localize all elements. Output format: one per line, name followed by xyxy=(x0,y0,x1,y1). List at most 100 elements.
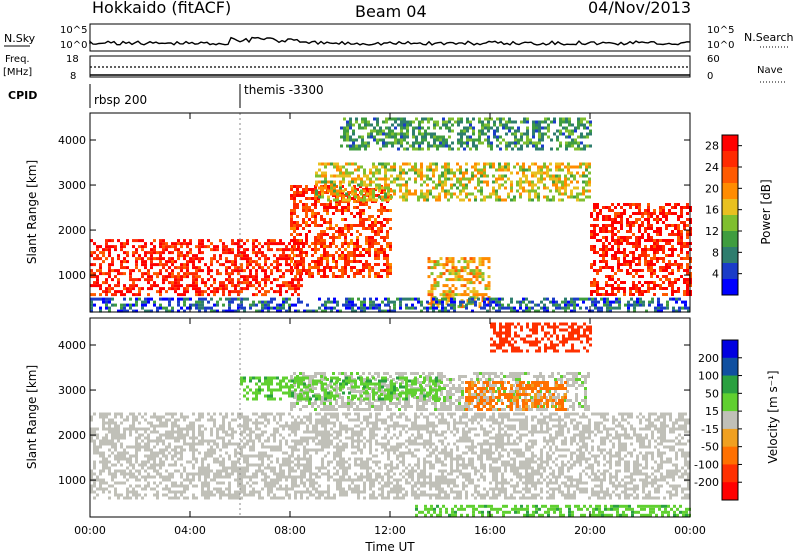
data-cell xyxy=(353,224,356,227)
data-cell xyxy=(400,129,403,133)
data-cell xyxy=(207,266,210,270)
data-cell xyxy=(635,269,638,272)
data-cell xyxy=(614,212,617,215)
data-cell xyxy=(192,445,195,449)
data-cell xyxy=(249,490,252,494)
data-cell xyxy=(174,430,177,434)
data-cell xyxy=(490,147,493,151)
data-cell xyxy=(171,309,174,313)
data-cell xyxy=(129,469,132,473)
data-cell xyxy=(240,257,243,261)
data-cell xyxy=(282,487,285,491)
data-cell xyxy=(198,439,201,443)
data-cell xyxy=(653,254,656,257)
data-cell xyxy=(234,284,237,288)
data-cell xyxy=(126,251,129,255)
data-cell xyxy=(264,430,267,434)
data-cell xyxy=(228,487,231,491)
data-cell xyxy=(594,306,597,310)
data-cell xyxy=(492,297,495,301)
data-cell xyxy=(93,445,96,449)
data-cell xyxy=(135,436,138,440)
data-cell xyxy=(662,248,665,251)
data-cell xyxy=(436,281,440,285)
data-cell xyxy=(629,221,632,224)
data-cell xyxy=(135,451,138,455)
data-cell xyxy=(93,472,96,476)
data-cell xyxy=(626,218,629,221)
data-cell xyxy=(639,300,642,304)
data-cell xyxy=(411,297,414,301)
data-cell xyxy=(593,278,596,281)
data-cell xyxy=(105,245,108,249)
data-cell xyxy=(288,242,291,246)
data-cell xyxy=(447,168,450,172)
data-cell xyxy=(329,254,332,257)
data-cell xyxy=(411,192,414,196)
data-cell xyxy=(550,147,553,151)
data-cell xyxy=(469,269,473,273)
data-cell xyxy=(380,227,383,230)
data-cell xyxy=(303,484,306,488)
data-cell xyxy=(315,309,318,313)
data-cell xyxy=(237,281,240,285)
data-cell xyxy=(627,309,630,313)
data-cell xyxy=(111,442,114,446)
data-cell xyxy=(677,227,680,230)
data-cell xyxy=(549,168,552,172)
data-cell xyxy=(445,126,448,130)
data-cell xyxy=(339,309,342,313)
data-cell xyxy=(365,239,368,242)
data-cell xyxy=(243,469,246,473)
data-cell xyxy=(371,227,374,230)
data-cell xyxy=(219,412,222,416)
data-cell xyxy=(387,300,390,304)
data-cell xyxy=(659,209,662,212)
data-cell xyxy=(540,306,543,310)
data-cell xyxy=(531,186,534,190)
data-cell xyxy=(580,132,583,136)
data-cell xyxy=(150,251,153,255)
data-cell xyxy=(294,260,297,264)
data-cell xyxy=(312,424,315,428)
data-cell xyxy=(159,460,162,464)
data-cell xyxy=(282,248,285,252)
data-cell xyxy=(243,287,246,291)
data-cell xyxy=(472,257,476,261)
data-cell xyxy=(635,272,638,275)
data-cell xyxy=(653,284,656,287)
data-cell xyxy=(522,189,525,193)
data-cell xyxy=(342,303,345,307)
data-cell xyxy=(608,248,611,251)
data-cell xyxy=(564,306,567,310)
data-cell xyxy=(448,147,451,151)
data-cell xyxy=(442,135,445,139)
data-cell xyxy=(590,293,593,296)
data-cell xyxy=(195,442,198,446)
data-cell xyxy=(126,445,129,449)
data-cell xyxy=(351,186,354,190)
data-cell xyxy=(237,445,240,449)
data-cell xyxy=(472,290,476,294)
data-cell xyxy=(162,421,165,425)
data-cell xyxy=(525,177,528,181)
data-cell xyxy=(192,303,195,307)
data-cell xyxy=(324,180,327,184)
data-cell xyxy=(252,275,255,279)
data-cell xyxy=(150,415,153,419)
data-cell xyxy=(120,309,123,313)
data-cell xyxy=(302,188,305,191)
data-cell xyxy=(342,174,345,178)
data-cell xyxy=(580,135,583,139)
data-cell xyxy=(165,306,168,310)
data-cell xyxy=(368,242,371,245)
data-cell xyxy=(424,117,427,121)
data-cell xyxy=(571,144,574,148)
data-cell xyxy=(528,165,531,169)
data-cell xyxy=(120,303,123,307)
data-cell xyxy=(225,430,228,434)
data-cell xyxy=(417,195,420,199)
data-cell xyxy=(342,171,345,175)
data-cell xyxy=(237,245,240,249)
data-cell xyxy=(450,300,453,304)
